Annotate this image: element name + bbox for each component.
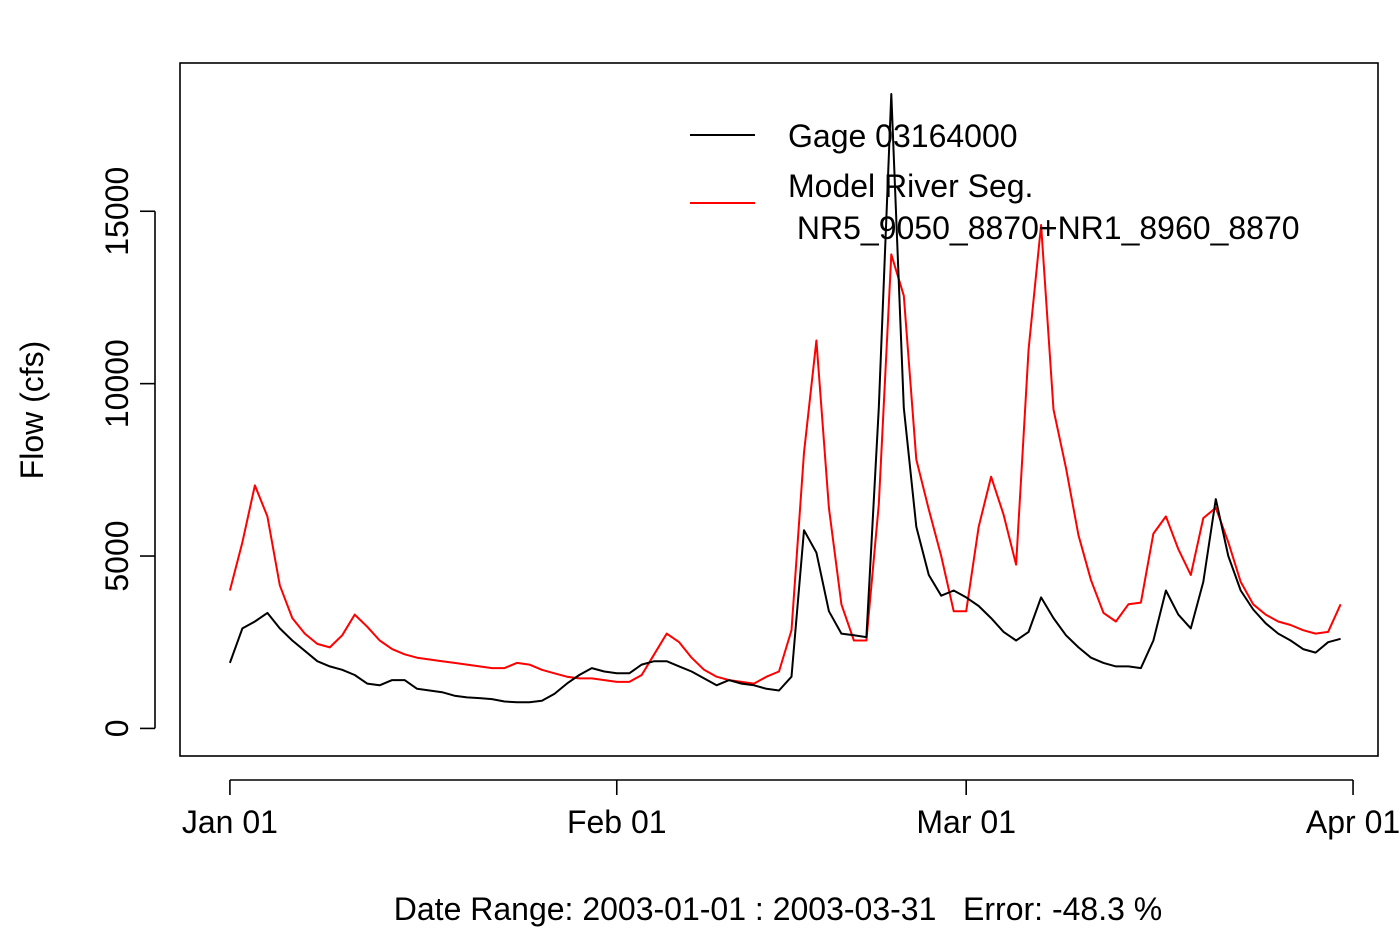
y-tick-label: 15000 — [99, 167, 135, 256]
x-tick-label: Jan 01 — [182, 804, 278, 840]
y-tick-label: 5000 — [99, 520, 135, 591]
series-line-model — [228, 224, 1342, 685]
x-tick-label: Feb 01 — [567, 804, 667, 840]
y-tick-label: 10000 — [99, 339, 135, 428]
y-axis-label: Flow (cfs) — [14, 341, 50, 480]
legend: Gage 03164000 Model River Seg. NR5_9050_8… — [690, 118, 1300, 246]
y-tick-label: 0 — [99, 720, 135, 738]
series-layer — [228, 93, 1342, 704]
x-axis-label: Date Range: 2003-01-01 : 2003-03-31 Erro… — [394, 891, 1162, 927]
x-tick-label: Mar 01 — [916, 804, 1016, 840]
x-tick-label: Apr 01 — [1306, 804, 1400, 840]
y-axis: 0 5000 10000 15000 — [99, 167, 156, 738]
plot-frame — [179, 62, 1379, 757]
x-axis: Jan 01 Feb 01 Mar 01 Apr 01 — [182, 779, 1400, 840]
legend-label-gage: Gage 03164000 — [788, 118, 1018, 154]
legend-label-model: Model River Seg. NR5_9050_8870+NR1_8960_… — [788, 168, 1300, 246]
series-line-gage — [228, 93, 1341, 704]
